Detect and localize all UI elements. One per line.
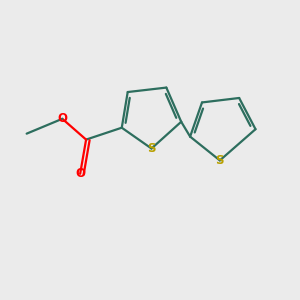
Text: O: O xyxy=(57,112,67,125)
Text: O: O xyxy=(75,167,85,180)
Text: S: S xyxy=(216,154,224,167)
Text: S: S xyxy=(147,142,156,155)
